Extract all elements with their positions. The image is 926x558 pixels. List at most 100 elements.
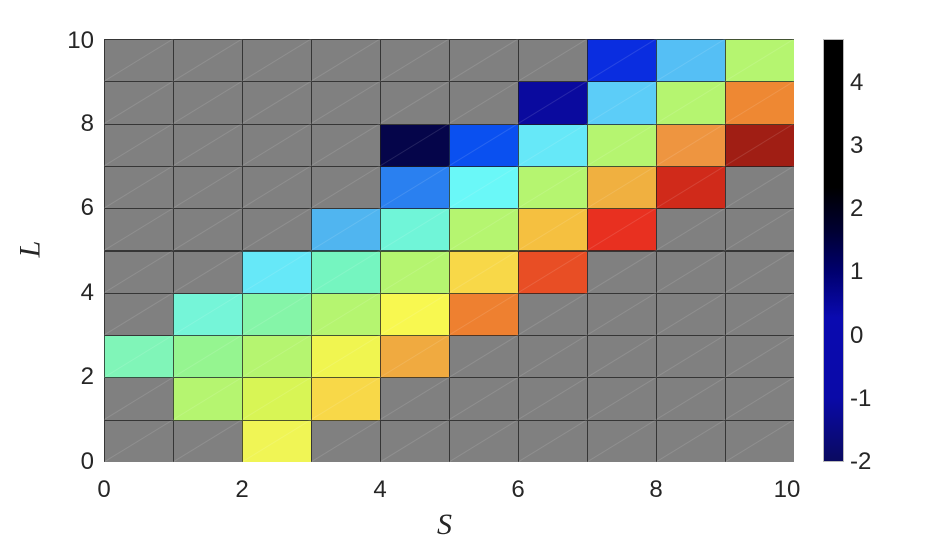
heatmap-cell: [587, 335, 657, 379]
heatmap-cell: [725, 377, 794, 421]
heatmap-cell: [311, 39, 381, 83]
heatmap-cell: [449, 39, 519, 83]
heatmap-cell: [311, 123, 381, 167]
heatmap-cell: [518, 292, 588, 337]
x-tick-label: 2: [235, 476, 249, 503]
heatmap-cell: [380, 123, 450, 167]
heatmap-cell: [104, 250, 174, 294]
heatmap-cell: [449, 123, 519, 167]
colorbar-tick-label: 3: [850, 132, 864, 159]
heatmap-cell: [656, 165, 726, 210]
heatmap-cell: [173, 81, 243, 125]
colorbar-tick-label: 4: [850, 69, 864, 96]
heatmap-cell: [449, 208, 519, 252]
heatmap-cell: [104, 123, 174, 167]
heatmap-cell: [518, 335, 588, 379]
heatmap-cell: [656, 292, 726, 337]
heatmap-cell: [311, 165, 381, 210]
heatmap-cell: [380, 292, 450, 337]
heatmap-cell: [380, 250, 450, 294]
y-axis-label: L: [13, 240, 47, 258]
heatmap-cell: [587, 165, 657, 210]
y-tick-label: 0: [80, 448, 94, 475]
heatmap-cell: [311, 419, 381, 462]
heatmap-cell: [380, 208, 450, 252]
heatmap-cell: [242, 81, 312, 125]
heatmap-cell: [587, 292, 657, 337]
heatmap-cell: [242, 419, 312, 462]
heatmap-cell: [173, 292, 243, 337]
heatmap-cell: [173, 165, 243, 210]
colorbar-tick-label: 1: [850, 258, 864, 285]
heatmap-cell: [242, 39, 312, 83]
heatmap-cell: [656, 123, 726, 167]
heatmap-cell: [104, 292, 174, 337]
heatmap-cell: [311, 208, 381, 252]
x-tick-label: 8: [649, 476, 663, 503]
heatmap-cell: [173, 377, 243, 421]
y-tick-label: 4: [80, 279, 94, 306]
heatmap-plot-area: [104, 39, 794, 462]
heatmap-cell: [173, 419, 243, 462]
x-tick-label: 6: [511, 476, 525, 503]
heatmap-cell: [311, 292, 381, 337]
x-tick-label: 4: [373, 476, 387, 503]
y-tick-label: 6: [80, 194, 94, 221]
heatmap-cell: [380, 165, 450, 210]
heatmap-cell: [518, 377, 588, 421]
heatmap-cell: [380, 335, 450, 379]
heatmap-cell: [656, 208, 726, 252]
x-axis-label: S: [437, 508, 452, 541]
heatmap-cell: [656, 39, 726, 83]
y-tick-label: 10: [67, 27, 94, 54]
heatmap-cell: [518, 165, 588, 210]
heatmap-cell: [104, 419, 174, 462]
x-tick-label: 10: [773, 476, 801, 503]
heatmap-cell: [518, 123, 588, 167]
heatmap-cell: [449, 419, 519, 462]
heatmap-cell: [587, 419, 657, 462]
y-tick-label: 8: [80, 110, 94, 137]
heatmap-cell: [242, 123, 312, 167]
heatmap-cell: [311, 250, 381, 294]
heatmap-cell: [173, 250, 243, 294]
heatmap-cell: [656, 335, 726, 379]
heatmap-cell: [449, 292, 519, 337]
colorbar-tick-label: 2: [850, 195, 864, 222]
heatmap-cell: [725, 250, 794, 294]
heatmap-cell: [104, 377, 174, 421]
colorbar-tick-label: 0: [850, 322, 864, 349]
heatmap-cell: [104, 208, 174, 252]
heatmap-cell: [518, 419, 588, 462]
heatmap-cell: [311, 377, 381, 421]
heatmap-cell: [587, 208, 657, 252]
heatmap-cell: [311, 81, 381, 125]
heatmap-cell: [725, 81, 794, 125]
heatmap-cell: [725, 39, 794, 83]
heatmap-cell: [242, 377, 312, 421]
heatmap-cell: [449, 335, 519, 379]
heatmap-cell: [587, 250, 657, 294]
heatmap-cell: [242, 208, 312, 252]
heatmap-cell: [449, 81, 519, 125]
heatmap-cell: [449, 250, 519, 294]
heatmap-cell: [656, 250, 726, 294]
heatmap-cell: [449, 377, 519, 421]
heatmap-cell: [725, 335, 794, 379]
heatmap-cell: [725, 208, 794, 252]
x-tick-label: 0: [97, 476, 111, 503]
colorbar: [823, 39, 844, 462]
heatmap-cell: [242, 250, 312, 294]
heatmap-cell: [449, 165, 519, 210]
heatmap-cell: [242, 292, 312, 337]
heatmap-cell: [242, 165, 312, 210]
heatmap-cell: [311, 335, 381, 379]
heatmap-cell: [725, 123, 794, 167]
heatmap-cell: [518, 81, 588, 125]
heatmap-cell: [104, 81, 174, 125]
colorbar-tick-label: -1: [850, 385, 872, 412]
heatmap-cell: [518, 39, 588, 83]
heatmap-cell: [587, 123, 657, 167]
heatmap-cell: [587, 39, 657, 83]
